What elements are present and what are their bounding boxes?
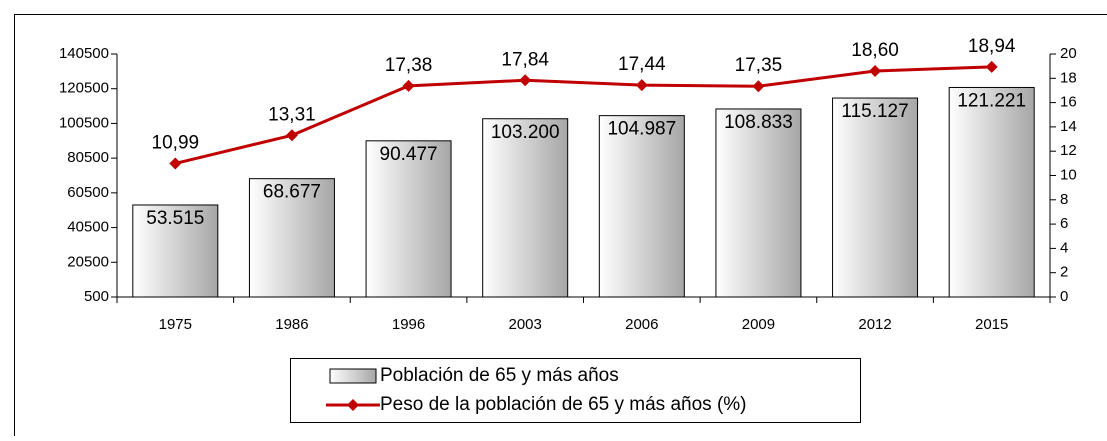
- y-tick-label: 500: [84, 288, 109, 305]
- legend-label: Peso de la población de 65 y más años (%…: [380, 394, 747, 415]
- x-tick-label: 1975: [159, 316, 192, 333]
- y-tick-label: 40500: [67, 219, 109, 236]
- bar-value-label: 90.477: [380, 144, 438, 165]
- x-tick-label: 1996: [392, 316, 425, 333]
- y2-tick-label: 12: [1060, 142, 1077, 159]
- bar: [716, 109, 801, 297]
- y-tick-label: 60500: [67, 184, 109, 201]
- line-marker: [636, 79, 648, 91]
- line-marker: [986, 61, 998, 73]
- line-value-label: 17,84: [501, 49, 549, 70]
- y-tick-label: 100500: [59, 114, 109, 131]
- y2-tick-label: 2: [1060, 264, 1068, 281]
- bar: [599, 116, 684, 297]
- x-tick-label: 2015: [975, 316, 1008, 333]
- line-value-label: 18,94: [968, 36, 1016, 57]
- x-tick-label: 2012: [858, 316, 891, 333]
- legend-label: Población de 65 y más años: [380, 365, 619, 386]
- line-value-label: 17,44: [618, 54, 666, 75]
- legend-swatch: [330, 369, 376, 383]
- y2-tick-label: 8: [1060, 191, 1068, 208]
- bar: [483, 119, 568, 297]
- y-tick-label: 120500: [59, 80, 109, 97]
- x-tick-label: 2006: [625, 316, 658, 333]
- y2-tick-label: 18: [1060, 69, 1077, 86]
- y2-tick-label: 20: [1060, 45, 1077, 62]
- bar-value-label: 68.677: [263, 182, 321, 203]
- line-value-label: 13,31: [268, 104, 316, 125]
- x-tick-label: 2009: [742, 316, 775, 333]
- line-marker: [752, 80, 764, 92]
- line-marker: [869, 65, 881, 77]
- bar: [833, 98, 918, 297]
- line-marker: [519, 74, 531, 86]
- line-value-label: 18,60: [851, 40, 899, 61]
- bar-value-label: 115.127: [841, 101, 908, 122]
- line-value-label: 10,99: [152, 132, 200, 153]
- line-value-label: 17,35: [735, 55, 783, 76]
- bar-value-label: 103.200: [491, 122, 560, 143]
- bar-value-label: 53.515: [146, 208, 204, 229]
- y2-tick-label: 16: [1060, 94, 1077, 111]
- bar-value-label: 108.833: [724, 112, 793, 133]
- line-value-label: 17,38: [385, 55, 433, 76]
- x-tick-label: 2003: [509, 316, 542, 333]
- y2-tick-label: 4: [1060, 239, 1068, 256]
- line-marker: [169, 157, 181, 169]
- line-marker: [286, 129, 298, 141]
- y2-tick-label: 0: [1060, 288, 1068, 305]
- bar: [949, 87, 1034, 297]
- x-tick-label: 1986: [275, 316, 308, 333]
- y-tick-label: 80500: [67, 149, 109, 166]
- line-marker: [403, 80, 415, 92]
- y2-tick-label: 6: [1060, 215, 1068, 232]
- y-tick-label: 140500: [59, 45, 109, 62]
- y-tick-label: 20500: [67, 253, 109, 270]
- y2-tick-label: 10: [1060, 166, 1077, 183]
- bar-value-label: 121.221: [957, 90, 1026, 111]
- y2-tick-label: 14: [1060, 118, 1077, 135]
- bar-value-label: 104.987: [607, 119, 676, 140]
